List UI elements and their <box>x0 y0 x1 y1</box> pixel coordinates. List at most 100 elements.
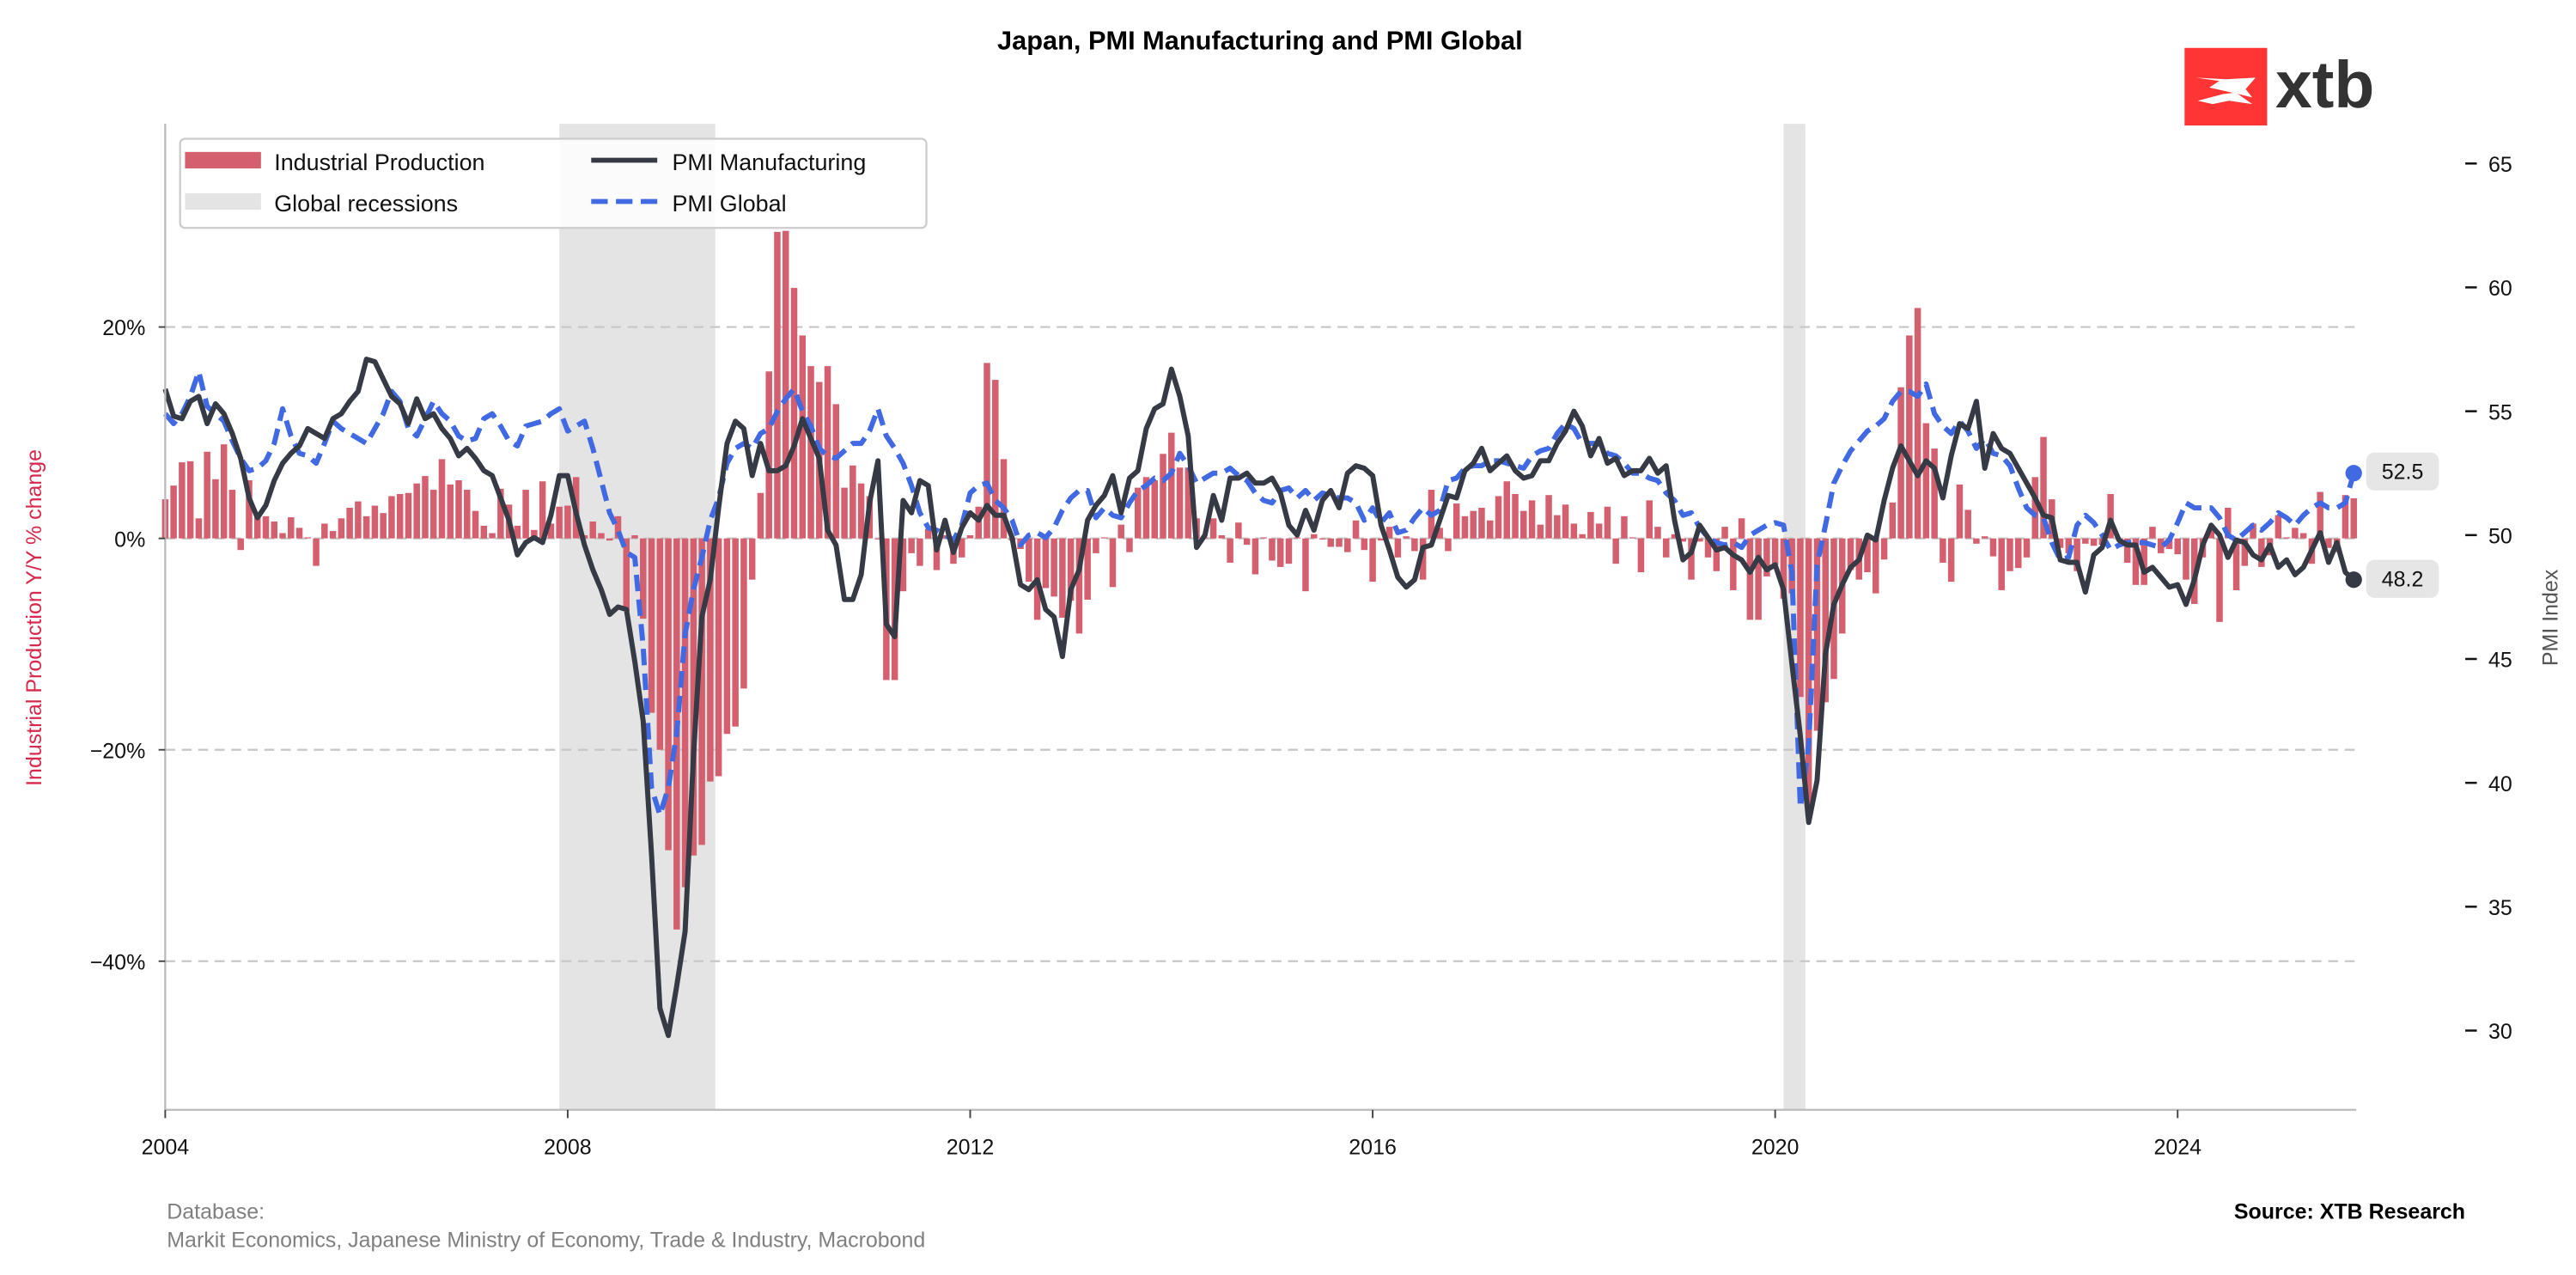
ip-bar <box>1411 538 1418 552</box>
ip-bar <box>1746 538 1754 620</box>
ip-bar <box>2090 538 2098 546</box>
legend: Industrial Production Global recessions … <box>179 137 928 229</box>
end-value-labels: 52.5 48.2 <box>2366 452 2439 598</box>
ip-bar <box>2342 495 2349 539</box>
source-credit: Source: XTB Research <box>2234 1200 2465 1224</box>
ip-bar <box>1512 493 1519 539</box>
ip-bar <box>1419 538 1427 580</box>
x-tick-label: 2024 <box>2153 1136 2201 1160</box>
ip-bar <box>2216 538 2223 622</box>
ip-bar <box>279 533 286 539</box>
ip-bar <box>1394 538 1402 558</box>
ip-bar <box>1771 538 1779 565</box>
ip-bar <box>2232 538 2240 590</box>
left-tick-label: 20% <box>102 316 145 340</box>
ip-bar <box>1873 538 1879 594</box>
ip-bar <box>2250 523 2256 539</box>
ip-bar <box>984 363 990 539</box>
industrial-production-bars <box>161 230 2357 930</box>
ip-bar <box>1931 448 1938 539</box>
ip-bar <box>1713 538 1720 571</box>
ip-bar <box>539 481 546 539</box>
ip-bar <box>589 521 596 539</box>
ip-bar <box>1947 538 1955 583</box>
x-tick-label: 2012 <box>947 1136 995 1160</box>
ip-bar <box>640 538 647 619</box>
ip-bar <box>790 288 798 539</box>
ip-bar <box>707 538 714 782</box>
ip-bar <box>2317 491 2323 539</box>
ip-bar <box>1276 538 1284 567</box>
ip-bar <box>917 538 923 566</box>
ip-bar <box>1688 538 1695 580</box>
ip-bar <box>237 538 244 551</box>
ip-bar <box>1847 538 1854 570</box>
ip-bar <box>2174 538 2181 555</box>
ip-bar <box>1142 477 1150 539</box>
ip-bar <box>1797 538 1804 698</box>
ip-bar <box>1763 538 1770 576</box>
right-tick-label: 60 <box>2488 277 2512 301</box>
ip-bar <box>380 513 387 539</box>
ip-bar <box>1385 527 1393 539</box>
ip-bar <box>186 461 194 539</box>
ip-bar <box>958 538 965 558</box>
ip-bar <box>623 538 630 612</box>
ip-bar <box>1964 509 1971 539</box>
ip-bar <box>212 479 219 539</box>
ip-bar <box>455 479 462 539</box>
ip-bar <box>1227 538 1233 563</box>
x-tick-label: 2004 <box>142 1136 190 1160</box>
legend-box <box>179 137 928 229</box>
ip-bar <box>514 525 521 539</box>
ip-bar <box>2241 538 2249 566</box>
pmi-global-line <box>163 369 2357 818</box>
ip-bar <box>2040 436 2047 539</box>
ip-bar <box>757 492 764 539</box>
ip-bar <box>1662 538 1670 558</box>
ip-bar <box>1000 459 1008 539</box>
ip-bar <box>1520 510 1527 539</box>
ip-bar <box>329 531 337 539</box>
right-tick-label: 55 <box>2488 400 2512 424</box>
ip-bar <box>2299 533 2307 539</box>
ip-bar <box>924 528 932 539</box>
ip-bar <box>824 366 831 539</box>
ip-bar <box>908 538 915 553</box>
ip-bar <box>489 533 496 539</box>
ip-bar <box>1251 538 1259 575</box>
ip-bar <box>1026 538 1032 583</box>
legend-swatch-industrial-production <box>185 151 261 169</box>
ip-bar <box>782 230 789 539</box>
ip-bar <box>1780 538 1787 599</box>
ip-bar <box>1176 467 1184 539</box>
ip-bar <box>2141 538 2147 585</box>
pmi-manufacturing-end-label: 48.2 <box>2382 567 2424 591</box>
ip-bar <box>246 479 253 539</box>
recession-band <box>559 124 716 1110</box>
ip-bar <box>1050 538 1057 597</box>
ip-bar <box>2275 515 2282 539</box>
ip-bar <box>992 380 999 539</box>
ip-bar <box>522 490 529 539</box>
ip-bar <box>1595 523 1603 539</box>
gridlines <box>165 326 2357 962</box>
ip-bar <box>740 538 747 689</box>
right-tick-label: 50 <box>2488 524 2512 548</box>
ip-bar <box>338 518 345 539</box>
right-tick-label: 45 <box>2488 649 2512 673</box>
ip-bar <box>195 518 203 539</box>
ip-bar <box>807 366 814 539</box>
ip-bar <box>2258 538 2265 567</box>
ip-bar <box>429 490 437 539</box>
legend-label-pmi-manufacturing: PMI Manufacturing <box>672 149 866 175</box>
x-tick-label: 2020 <box>1751 1136 1800 1160</box>
ip-bar <box>371 505 379 539</box>
ip-bar <box>2325 538 2332 548</box>
ip-bar <box>1704 538 1712 558</box>
ip-bar <box>253 515 261 539</box>
ip-bar <box>1075 538 1083 634</box>
ip-bar <box>1889 502 1897 539</box>
ip-bar <box>1470 510 1477 539</box>
